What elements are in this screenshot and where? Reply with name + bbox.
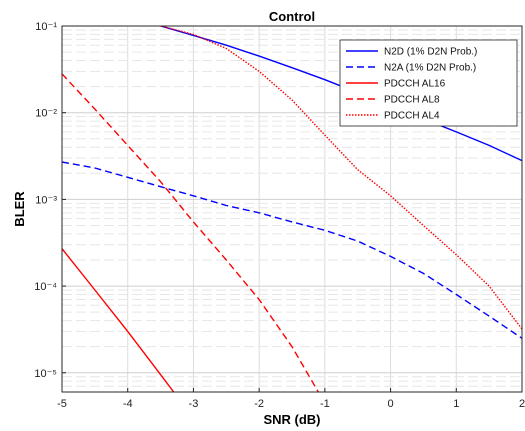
- x-tick-label: -5: [57, 398, 67, 410]
- x-tick-label: -2: [254, 398, 264, 410]
- legend-entry-label: PDCCH AL16: [384, 79, 446, 90]
- y-tick-label: 10⁻¹: [35, 21, 57, 33]
- x-tick-label: 2: [519, 398, 525, 410]
- x-tick-label: -4: [123, 398, 133, 410]
- legend-entry-label: PDCCH AL8: [384, 95, 440, 106]
- legend: N2D (1% D2N Prob.) N2A (1% D2N Prob.) PDCC…: [339, 39, 518, 127]
- y-tick-label: 10⁻²: [35, 108, 57, 120]
- plot-frame: [61, 25, 523, 393]
- y-axis-label: BLER: [12, 191, 27, 227]
- y-tick-label: 10⁻³: [35, 194, 57, 206]
- legend-entry-label: N2A (1% D2N Prob.): [384, 63, 476, 74]
- x-tick-label: -1: [320, 398, 330, 410]
- y-tick-label: 10⁻⁴: [34, 281, 57, 293]
- y-tick-label: 10⁻⁵: [34, 368, 57, 380]
- series-line-pdcch-al16: [62, 248, 175, 392]
- chart-title: Control: [269, 9, 315, 24]
- x-tick-label: 0: [388, 398, 394, 410]
- series-line-pdcch-al4: [160, 26, 522, 330]
- x-axis-label: SNR (dB): [263, 412, 320, 427]
- legend-entry-label: PDCCH AL4: [384, 111, 440, 122]
- x-tick-label: -3: [189, 398, 199, 410]
- axis-ticks: -5 -4 -3 -2 -1 0 1 2 10⁻⁵ 10⁻⁴ 10⁻³ 10⁻² 10⁻¹: [34, 21, 525, 410]
- x-tick-label: 1: [453, 398, 459, 410]
- series-line-n2a-1-d2n-prob: [62, 161, 522, 339]
- legend-entry-label: N2D (1% D2N Prob.): [384, 47, 477, 58]
